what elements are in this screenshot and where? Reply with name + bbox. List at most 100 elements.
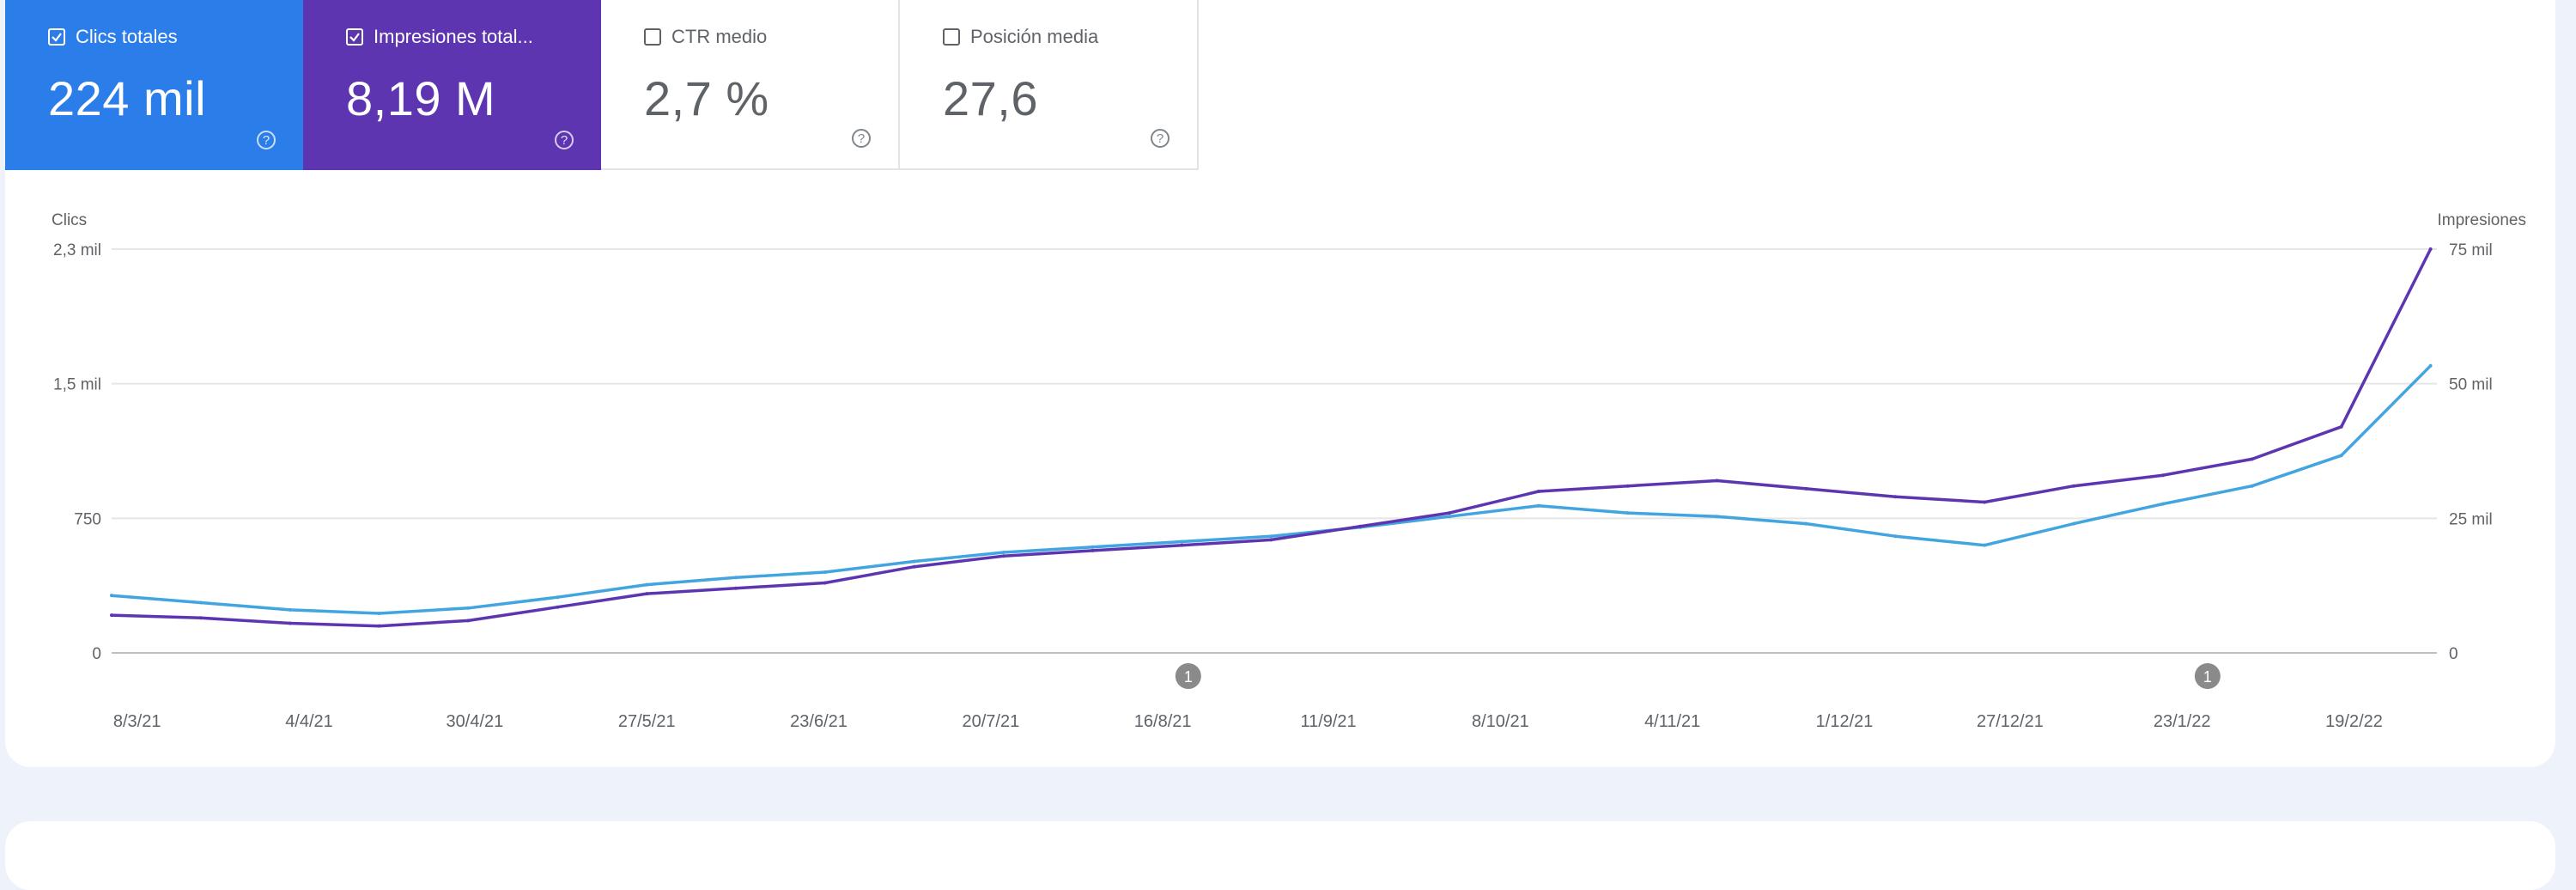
annotation-label: 1 — [2203, 668, 2212, 686]
data-point — [198, 600, 203, 605]
data-point — [734, 586, 738, 590]
x-tick-label: 4/11/21 — [1644, 712, 1700, 731]
data-point — [1269, 534, 1273, 539]
data-point — [1983, 500, 1987, 504]
help-icon[interactable]: ? — [257, 131, 276, 149]
metric-label-row: Impresiones total... — [346, 26, 533, 48]
x-tick-label: 8/10/21 — [1472, 712, 1529, 731]
x-tick-label: 27/12/21 — [1977, 712, 2044, 731]
y-left-tick-label: 0 — [92, 645, 101, 663]
annotation-marker — [1175, 663, 1201, 689]
y-left-tick-label: 2,3 mil — [53, 241, 101, 259]
metric-label-row: CTR medio — [644, 26, 767, 48]
axis-labels: 0 750 1,5 mil 2,3 mil 0 25 mil 50 mil 75 mil Cli… — [52, 211, 2526, 731]
metric-label: CTR medio — [671, 26, 768, 47]
data-point — [1715, 479, 1719, 483]
y-left-tick-label: 1,5 mil — [53, 376, 101, 394]
help-icon[interactable]: ? — [1151, 129, 1170, 148]
data-point — [1448, 511, 1452, 515]
data-point — [1001, 551, 1005, 555]
x-tick-label: 23/6/21 — [790, 712, 848, 731]
data-point — [645, 592, 649, 596]
metric-value: 27,6 — [943, 71, 1038, 125]
y-right-tick-label: 50 mil — [2449, 376, 2493, 394]
metric-label: Clics totales — [76, 26, 178, 47]
x-tick-label: 23/1/22 — [2154, 712, 2211, 731]
metric-value: 2,7 % — [644, 71, 769, 125]
series-lines — [110, 247, 2433, 628]
y-right-tick-label: 25 mil — [2449, 510, 2493, 528]
metric-label: Impresiones total... — [374, 26, 533, 47]
checkbox-checked-icon[interactable] — [346, 28, 363, 46]
data-point — [556, 595, 560, 600]
checkbox-checked-icon[interactable] — [48, 28, 65, 46]
data-point — [1001, 554, 1005, 558]
data-point — [645, 582, 649, 587]
data-point — [556, 605, 560, 609]
x-tick-label: 19/2/22 — [2325, 712, 2383, 731]
x-tick-label: 16/8/21 — [1134, 712, 1192, 731]
data-point — [288, 621, 292, 625]
metric-tile-impressions[interactable]: Impresiones total... 8,19 M ? — [303, 0, 601, 170]
metric-tile-position[interactable]: Posición media 27,6 ? — [900, 0, 1199, 170]
data-point — [823, 570, 827, 574]
x-tick-label: 20/7/21 — [962, 712, 1019, 731]
data-point — [198, 616, 203, 620]
data-point — [2428, 363, 2433, 368]
data-point — [912, 559, 916, 564]
data-point — [2250, 457, 2254, 461]
data-point — [2160, 473, 2165, 478]
data-point — [377, 612, 381, 616]
x-tick-label: 11/9/21 — [1300, 712, 1356, 731]
help-icon[interactable]: ? — [852, 129, 871, 148]
metric-label: Posición media — [970, 26, 1099, 47]
x-tick-label: 30/4/21 — [447, 712, 504, 731]
data-point — [823, 581, 827, 585]
x-tick-label: 27/5/21 — [618, 712, 676, 731]
data-point — [1448, 515, 1452, 519]
data-point — [1983, 543, 1987, 547]
y-left-axis-title: Clics — [52, 211, 87, 229]
data-point — [1625, 511, 1630, 515]
performance-chart: 0 750 1,5 mil 2,3 mil 0 25 mil 50 mil 75 mil Cli… — [52, 211, 2526, 731]
data-point — [110, 613, 113, 618]
data-point — [912, 564, 916, 569]
series-line — [111, 248, 2433, 628]
data-point — [1358, 524, 1363, 528]
data-point — [288, 607, 292, 612]
data-point — [1091, 548, 1095, 552]
grid-lines — [112, 248, 2437, 654]
checkbox-unchecked-icon[interactable] — [644, 28, 661, 46]
data-point — [1893, 534, 1898, 539]
data-point — [1536, 490, 1540, 493]
metric-value: 224 mil — [48, 71, 207, 125]
data-point — [734, 576, 738, 580]
y-right-axis-title: Impresiones — [2438, 211, 2527, 229]
metric-label-row: Clics totales — [48, 26, 178, 48]
help-icon[interactable]: ? — [555, 131, 574, 149]
data-point — [1180, 543, 1184, 547]
annotation-marker — [2194, 663, 2221, 689]
data-point — [466, 606, 471, 610]
y-right-tick-label: 75 mil — [2449, 241, 2493, 259]
data-point — [2428, 247, 2433, 251]
series-line — [111, 364, 2432, 615]
data-point — [1091, 545, 1095, 549]
y-right-tick-label: 0 — [2449, 645, 2458, 663]
metric-tile-ctr[interactable]: CTR medio 2,7 % ? — [601, 0, 900, 170]
checkbox-unchecked-icon[interactable] — [943, 28, 960, 46]
x-tick-label: 4/4/21 — [285, 712, 333, 731]
data-point — [1625, 484, 1630, 488]
metric-tile-clicks[interactable]: Clics totales 224 mil ? — [5, 0, 303, 170]
data-point — [1893, 495, 1898, 499]
x-tick-label: 8/3/21 — [113, 712, 161, 731]
data-point — [2250, 484, 2254, 488]
data-point — [1804, 521, 1808, 526]
data-point — [2339, 454, 2343, 458]
data-point — [1804, 486, 1808, 491]
data-point — [2160, 502, 2165, 506]
metric-label-row: Posición media — [943, 26, 1098, 48]
annotation-label: 1 — [1184, 668, 1193, 686]
data-point — [2072, 484, 2076, 488]
